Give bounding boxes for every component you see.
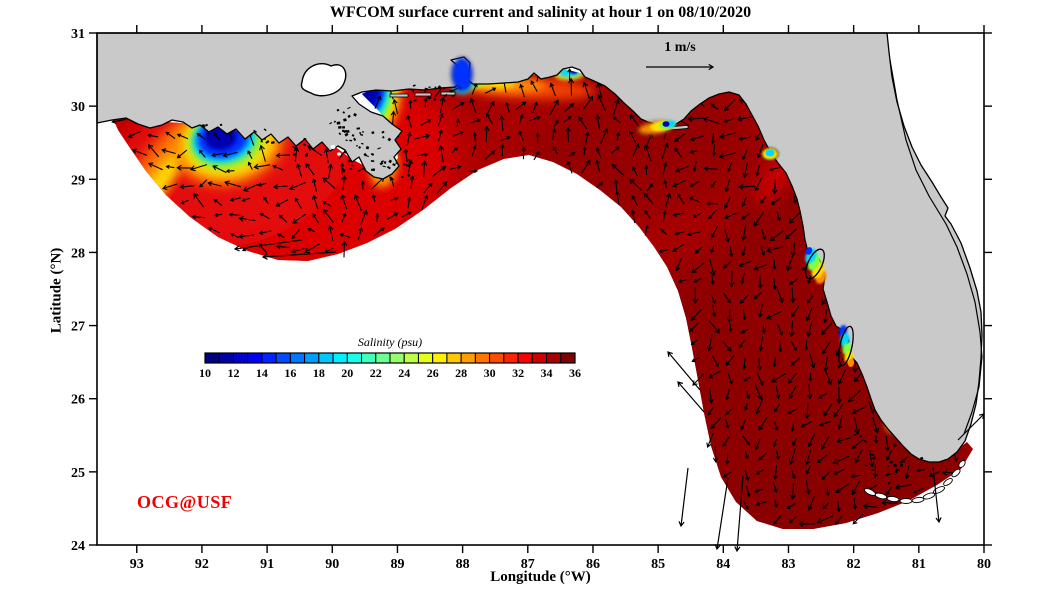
- colorbar-tick-label: 24: [398, 366, 410, 380]
- boundary-outflow-arrows: [233, 239, 985, 553]
- vector-scale-arrow: [646, 63, 715, 71]
- x-tick-label: 83: [781, 557, 795, 572]
- colorbar-tick-label: 26: [427, 366, 439, 380]
- x-tick-label: 87: [521, 557, 535, 572]
- colorbar-tick-label: 36: [569, 366, 581, 380]
- barrier-island: [389, 93, 409, 98]
- axes-frame: 93 92 91 90 89 88 87 86 85 84 83 82 81 80 31 30 29 28 27 26…: [71, 25, 992, 572]
- colorbar: 10 12 14 16 18 20 22 24 26 28 30 32 34 36: [199, 352, 581, 380]
- barrier-island: [414, 92, 432, 97]
- x-tick-label: 84: [716, 557, 730, 572]
- y-tick-label: 24: [71, 539, 85, 554]
- y-tick-label: 31: [71, 27, 85, 42]
- y-tick-label: 26: [71, 393, 85, 408]
- colorbar-tick-label: 10: [199, 366, 211, 380]
- y-tick-label: 29: [71, 173, 85, 188]
- x-tick-label: 82: [847, 557, 861, 572]
- colorbar-tick-label: 18: [313, 366, 325, 380]
- lake-pontchartrain: [300, 63, 347, 97]
- y-tick-label: 27: [71, 320, 85, 335]
- colorbar-label: Salinity (psu): [357, 335, 423, 349]
- y-tick-label: 30: [71, 100, 85, 115]
- florida-keys-islands: [864, 460, 966, 504]
- land-gulf-coast-florida: [96, 32, 983, 463]
- x-tick-label: 81: [912, 557, 926, 572]
- x-tick-label: 91: [260, 557, 274, 572]
- colorbar-tick-label: 20: [341, 366, 353, 380]
- y-axis-label: Latitude (°N): [48, 247, 65, 334]
- barrier-island: [440, 91, 456, 96]
- credit-watermark: OCG@USF: [137, 492, 233, 512]
- atlantic-barrier-coastline: [889, 59, 983, 435]
- delta-marsh-speckles: [201, 84, 924, 485]
- vector-scale-label: 1 m/s: [664, 40, 696, 55]
- current-vectors: [111, 65, 959, 527]
- chart-title: WFCOM surface current and salinity at ho…: [329, 4, 752, 21]
- colorbar-tick-label: 16: [284, 366, 296, 380]
- y-tick-label: 25: [71, 466, 85, 481]
- x-tick-label: 80: [977, 557, 991, 572]
- y-tick-label: 28: [71, 246, 85, 261]
- x-tick-label: 92: [195, 557, 209, 572]
- estuary-salinity-patches: [330, 57, 855, 367]
- colorbar-tick-label: 28: [455, 366, 467, 380]
- colorbar-tick-label: 30: [484, 366, 496, 380]
- x-tick-label: 89: [390, 557, 404, 572]
- x-tick-label: 86: [586, 557, 600, 572]
- x-tick-label: 88: [456, 557, 470, 572]
- colorbar-tick-label: 14: [256, 366, 268, 380]
- x-tick-label: 85: [651, 557, 665, 572]
- colorbar-tick-label: 34: [541, 366, 553, 380]
- x-tick-label: 93: [130, 557, 144, 572]
- x-axis-label: Longitude (°W): [490, 569, 591, 585]
- colorbar-tick-label: 32: [512, 366, 524, 380]
- colorbar-tick-label: 22: [370, 366, 382, 380]
- x-tick-label: 90: [325, 557, 339, 572]
- colorbar-tick-label: 12: [227, 366, 239, 380]
